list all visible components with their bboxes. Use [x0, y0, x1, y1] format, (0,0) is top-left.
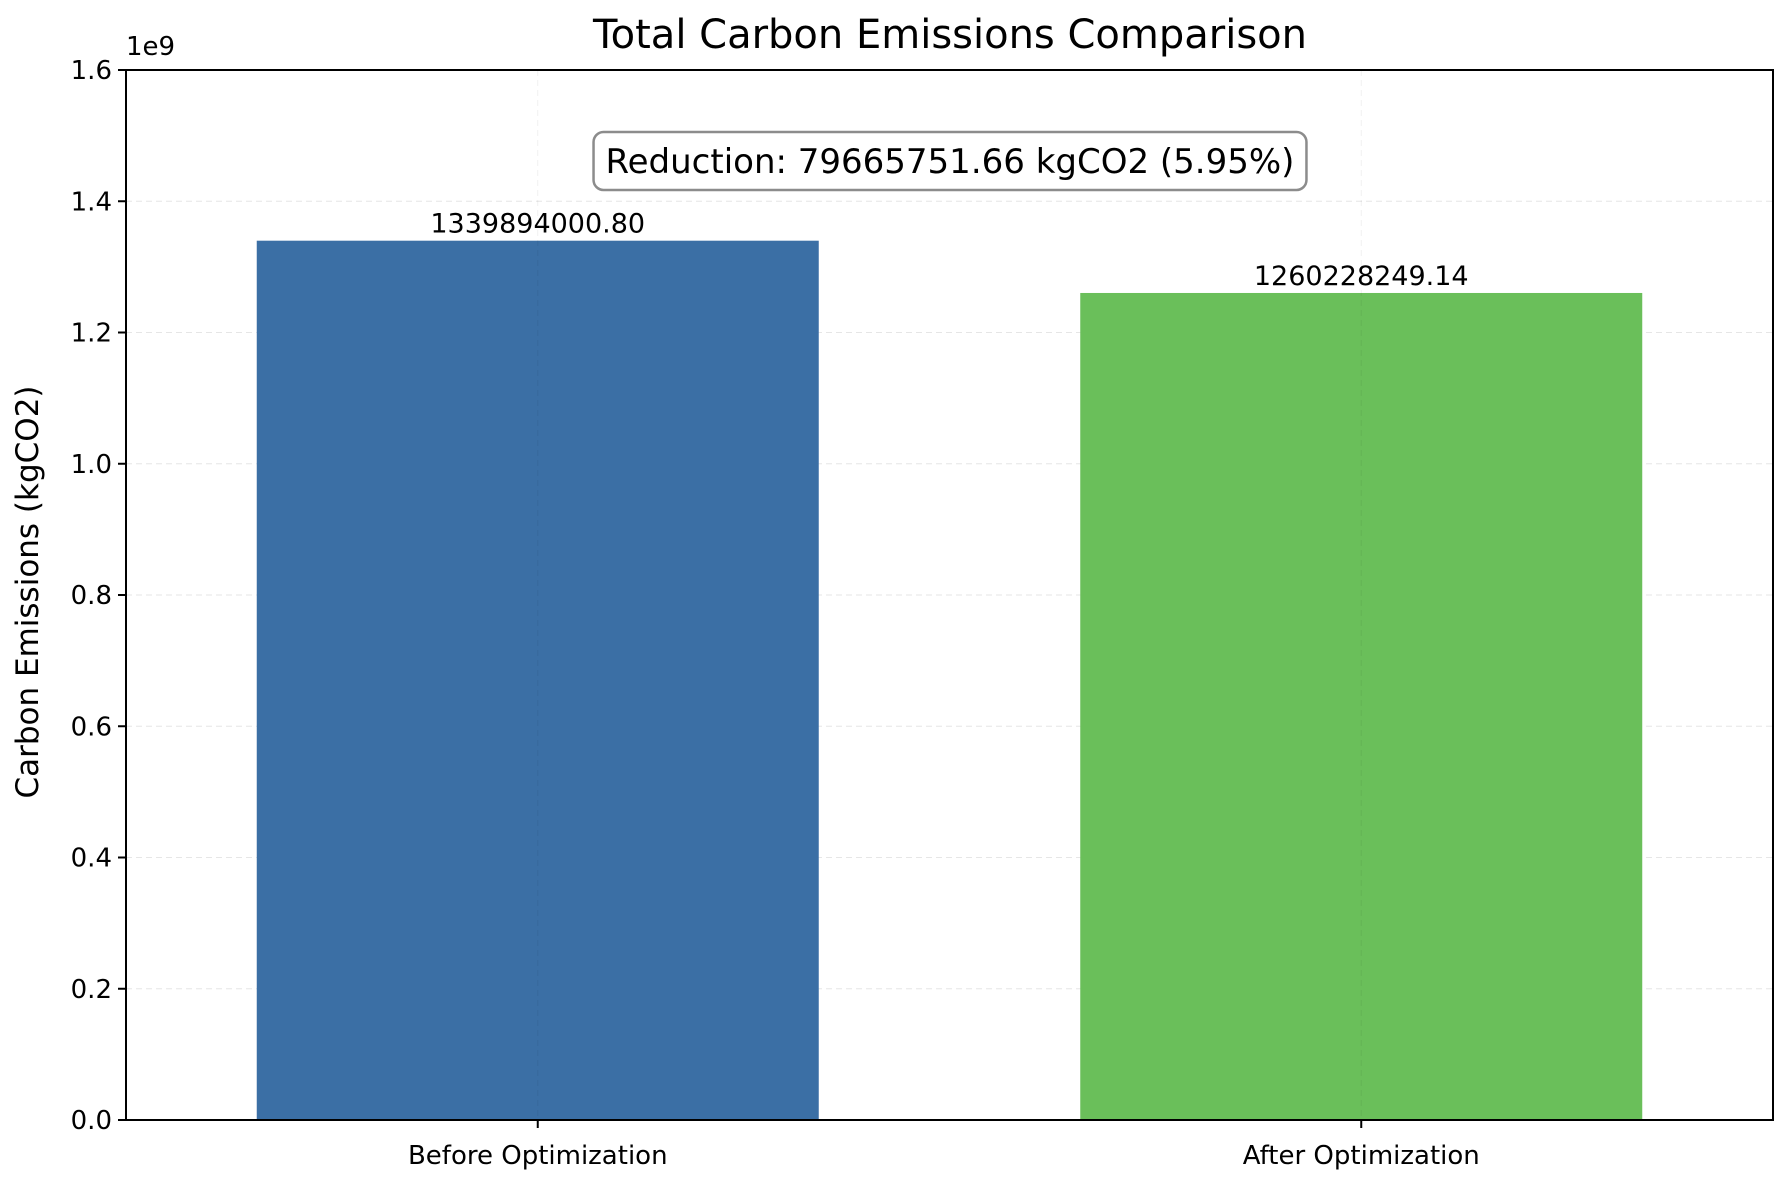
y-tick-label: 1.2	[71, 319, 112, 349]
y-axis-label: Carbon Emissions (kgCO2)	[10, 385, 46, 798]
annotation-text: Reduction: 79665751.66 kgCO2 (5.95%)	[606, 142, 1295, 182]
x-tick-label: After Optimization	[1243, 1141, 1480, 1171]
y-axis-offset-label: 1e9	[126, 32, 175, 62]
bar-after-optimization	[1080, 292, 1643, 1120]
bar-value-label: 1260228249.14	[1254, 261, 1469, 292]
y-tick-label: 1.0	[71, 450, 112, 480]
x-tick-label: Before Optimization	[408, 1141, 668, 1171]
annotation-box	[592, 130, 1308, 192]
bar-value-labels: 1339894000.80 1260228249.14	[430, 209, 1468, 292]
vertical-grid-lines	[537, 70, 1362, 1120]
reduction-annotation: Reduction: 79665751.66 kgCO2 (5.95%)	[592, 130, 1308, 192]
y-tick-label: 1.6	[71, 56, 112, 86]
y-tick-label: 0.6	[71, 712, 112, 742]
chart-title: Total Carbon Emissions Comparison	[592, 12, 1307, 58]
y-tick-label: 0.8	[71, 581, 112, 611]
y-tick-label: 0.2	[71, 975, 112, 1005]
y-tick-label: 0.4	[71, 844, 112, 874]
bar-value-label: 1339894000.80	[430, 209, 645, 240]
y-tick-label: 0.0	[71, 1106, 112, 1136]
bars	[256, 240, 1643, 1120]
y-tick-label: 1.4	[71, 187, 112, 217]
bar-before-optimization	[256, 240, 819, 1120]
y-axis-ticks: 0.0 0.2 0.4 0.6 0.8 1.0 1.2 1.4 1.6	[71, 56, 126, 1136]
x-axis-ticks: Before Optimization After Optimization	[408, 1120, 1480, 1171]
